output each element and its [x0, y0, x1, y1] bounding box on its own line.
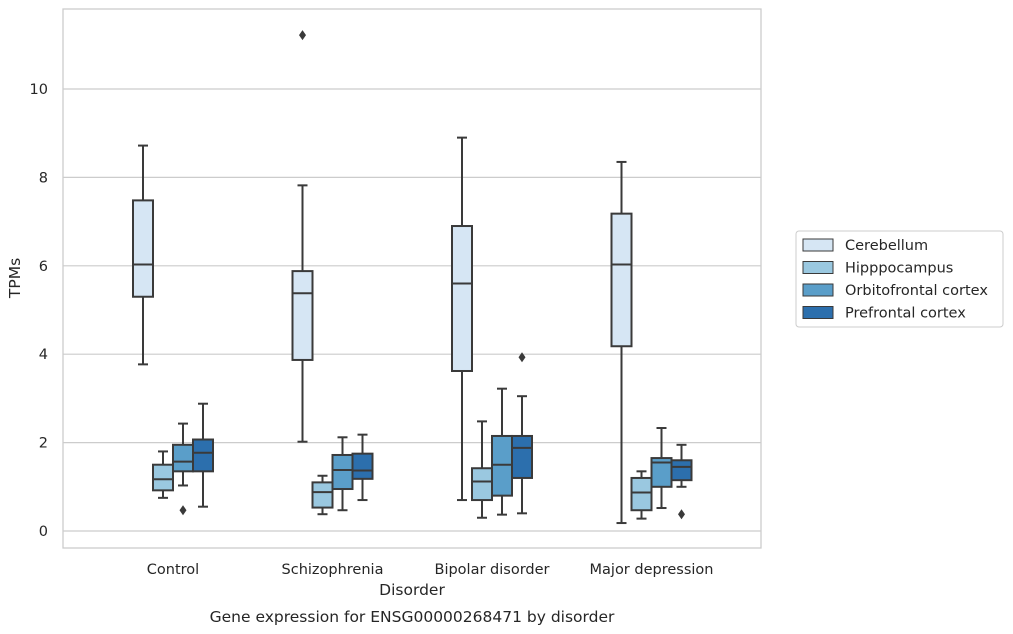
- y-tick-label: 0: [39, 524, 48, 540]
- gridlines: [63, 88, 761, 532]
- outlier-point: [518, 352, 526, 363]
- box-plot-item: [291, 30, 314, 443]
- box-plot-item: [331, 436, 354, 512]
- y-tick-label: 10: [30, 82, 48, 98]
- legend-label: Orbitofrontal cortex: [845, 283, 988, 299]
- box-iqr: [630, 476, 653, 512]
- outlier-point: [299, 30, 306, 41]
- box-plot-item: [650, 427, 673, 510]
- box-iqr: [471, 467, 493, 502]
- boxes: [132, 30, 693, 525]
- y-tick-label: 4: [39, 347, 48, 363]
- legend-label: Hipppocampus: [845, 261, 953, 277]
- box-iqr: [132, 199, 154, 298]
- box-iqr: [152, 463, 174, 492]
- legend-label: Cerebellum: [845, 238, 928, 254]
- box-plot-item: [511, 352, 533, 515]
- box-iqr: [172, 443, 194, 473]
- box-plot-item: [311, 474, 334, 516]
- box-plot-item: [192, 402, 214, 508]
- y-tick-label: 2: [39, 436, 48, 452]
- y-tick-labels: 0 2 4 6 8 10: [30, 82, 48, 540]
- legend-swatch: [802, 306, 834, 319]
- box-iqr: [331, 453, 354, 491]
- box-plot-item: [491, 387, 513, 516]
- x-tick-label: Bipolar disorder: [435, 562, 550, 578]
- legend-swatch: [802, 261, 834, 274]
- legend-swatch: [802, 238, 834, 252]
- box-iqr: [491, 434, 513, 497]
- box-plot-item: [451, 136, 473, 502]
- box-iqr: [511, 434, 533, 479]
- x-tick-label: Major depression: [590, 562, 714, 578]
- box-plot-item: [630, 470, 653, 520]
- x-tick-labels: Control Schizophrenia Bipolar disorder Majo…: [147, 562, 714, 578]
- plot-area-frame: [62, 8, 762, 549]
- box-plot-item: [610, 160, 633, 525]
- legend-swatch: [802, 283, 834, 297]
- legend: Cerebellum Hipppocampus Orbitofrontal cort…: [795, 230, 1004, 328]
- outlier-point: [678, 509, 685, 520]
- box-iqr: [192, 438, 214, 473]
- box-iqr: [311, 481, 334, 509]
- outlier-point: [179, 505, 187, 516]
- y-tick-label: 6: [39, 259, 48, 275]
- box-iqr: [451, 225, 473, 372]
- box-plot-item: [132, 144, 154, 366]
- x-axis-title: Disorder: [379, 581, 445, 599]
- y-tick-label: 8: [39, 170, 48, 186]
- box-plot-item: [351, 433, 374, 502]
- legend-label: Prefrontal cortex: [845, 306, 966, 322]
- chart-caption: Gene expression for ENSG00000268471 by d…: [210, 608, 615, 626]
- legend-frame: [795, 230, 1004, 328]
- box-plot-item: [172, 422, 194, 516]
- box-plot-item: [471, 420, 493, 519]
- y-axis-title: TPMs: [6, 258, 24, 299]
- x-tick-label: Schizophrenia: [282, 562, 384, 578]
- box-iqr: [670, 459, 693, 482]
- box-iqr: [351, 452, 374, 480]
- box-iqr: [291, 270, 314, 361]
- box-iqr: [610, 212, 633, 348]
- box-plot-item: [670, 443, 693, 520]
- x-tick-label: Control: [147, 562, 199, 578]
- box-plot-item: [152, 450, 174, 499]
